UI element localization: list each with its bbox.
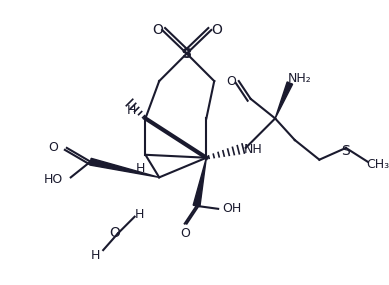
Text: OH: OH <box>222 202 242 215</box>
Text: S: S <box>182 46 192 61</box>
Text: H: H <box>91 249 100 262</box>
Text: NH: NH <box>244 143 263 156</box>
Text: O: O <box>110 226 121 240</box>
Text: CH₃: CH₃ <box>366 158 389 171</box>
Polygon shape <box>89 158 159 177</box>
Polygon shape <box>275 82 293 119</box>
Text: O: O <box>48 141 58 154</box>
Text: NH₂: NH₂ <box>288 72 312 85</box>
Text: O: O <box>211 23 222 37</box>
Text: O: O <box>226 75 236 87</box>
Text: S: S <box>342 144 350 158</box>
Polygon shape <box>193 158 206 207</box>
Text: H: H <box>136 162 145 175</box>
Text: O: O <box>152 23 163 37</box>
Text: O: O <box>180 227 190 240</box>
Text: HO: HO <box>44 173 63 186</box>
Text: H: H <box>127 104 137 117</box>
Text: H: H <box>135 208 144 221</box>
